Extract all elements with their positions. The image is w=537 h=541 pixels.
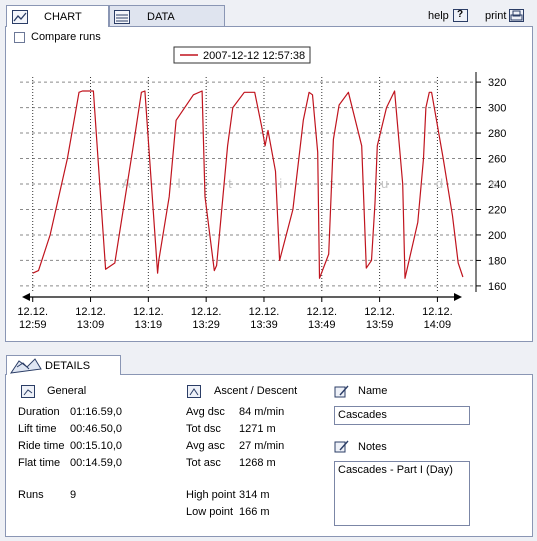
notes-title: Notes — [358, 441, 387, 453]
general-row-label: Flat time — [18, 457, 61, 469]
tab-data[interactable]: DATA — [109, 5, 225, 27]
x-tick-label-bottom: 13:29 — [192, 319, 220, 331]
ascent-row-value: 1271 m — [239, 423, 276, 435]
ascent-descent-icon — [187, 385, 201, 398]
y-tick-label: 220 — [488, 204, 506, 216]
runs-label: Runs — [18, 489, 44, 501]
x-tick-label-top: 12.12. — [75, 306, 106, 318]
x-tick-label-bottom: 13:39 — [250, 319, 278, 331]
point-row-label: High point — [186, 489, 236, 501]
altitude-chart: 16018020022024026028030032012.12.12:5912… — [17, 46, 520, 331]
name-field[interactable]: Cascades — [334, 406, 470, 425]
general-row-label: Duration — [18, 406, 60, 418]
x-tick-label-bottom: 13:09 — [77, 319, 105, 331]
tab-details-label: DETAILS — [45, 359, 91, 372]
y-tick-label: 320 — [488, 77, 506, 89]
x-tick-label-top: 12.12. — [422, 306, 453, 318]
ascent-row-label: Avg asc — [186, 440, 225, 452]
x-tick-label-bottom: 13:19 — [135, 319, 163, 331]
y-tick-label: 240 — [488, 179, 506, 191]
chart-legend: 2007-12-12 12:57:38 — [173, 46, 311, 64]
x-tick-label-top: 12.12. — [249, 306, 280, 318]
tab-details[interactable]: DETAILS — [6, 355, 121, 375]
point-row-value: 166 m — [239, 506, 270, 518]
print-link[interactable]: print — [485, 10, 507, 22]
tab-chart-label: CHART — [44, 10, 82, 23]
tab-data-label: DATA — [147, 10, 175, 23]
help-link[interactable]: help — [428, 10, 449, 22]
general-row-value: 00:14.59,0 — [70, 457, 122, 469]
chart-icon — [12, 9, 28, 24]
general-row-label: Lift time — [18, 423, 57, 435]
y-tick-label: 200 — [488, 230, 506, 242]
scroll-right-arrow[interactable] — [454, 293, 462, 301]
ascent-row-label: Tot dsc — [186, 423, 221, 435]
ascent-row-value: 84 m/min — [239, 406, 285, 418]
general-row-label: Ride time — [18, 440, 65, 452]
general-row-value: 00:46.50,0 — [70, 423, 122, 435]
x-tick-label-bottom: 14:09 — [424, 319, 452, 331]
x-tick-label-top: 12.12. — [306, 306, 337, 318]
y-tick-label: 280 — [488, 128, 506, 140]
y-tick-label: 300 — [488, 103, 506, 115]
x-tick-label-top: 12.12. — [191, 306, 222, 318]
general-row-value: 00:15.10,0 — [70, 440, 122, 452]
ascent-row-label: Avg dsc — [186, 406, 225, 418]
general-title: General — [47, 385, 87, 397]
ascent-descent-title: Ascent / Descent — [214, 385, 298, 397]
ascent-row-value: 1268 m — [239, 457, 276, 469]
name-title: Name — [358, 385, 388, 397]
x-tick-label-bottom: 12:59 — [19, 319, 47, 331]
x-tick-label-bottom: 13:49 — [308, 319, 336, 331]
x-tick-label-top: 12.12. — [17, 306, 48, 318]
legend-entry: 2007-12-12 12:57:38 — [203, 50, 305, 62]
notes-icon — [334, 440, 349, 453]
notes-field[interactable]: Cascades - Part I (Day) — [334, 461, 470, 526]
point-row-label: Low point — [186, 506, 234, 518]
ascent-row-value: 27 m/min — [239, 440, 285, 452]
y-tick-label: 180 — [488, 255, 506, 267]
table-icon — [114, 9, 130, 24]
details-icon — [9, 357, 42, 374]
y-tick-label: 260 — [488, 154, 506, 166]
point-row-value: 314 m — [239, 489, 270, 501]
chart-watermark: A l t i t u d e — [122, 176, 520, 191]
x-tick-label-top: 12.12. — [364, 306, 395, 318]
print-icon[interactable] — [509, 9, 524, 22]
compare-runs-checkbox[interactable] — [14, 32, 25, 43]
y-tick-label: 160 — [488, 281, 506, 293]
x-axis-scrollbar[interactable] — [22, 293, 462, 301]
general-row-value: 01:16.59,0 — [70, 406, 122, 418]
compare-runs-label: Compare runs — [31, 31, 101, 43]
scroll-left-arrow[interactable] — [22, 293, 30, 301]
name-icon — [334, 385, 349, 398]
runs-value: 9 — [70, 489, 77, 501]
help-icon[interactable]: ? — [453, 9, 468, 22]
x-tick-label-bottom: 13:59 — [366, 319, 394, 331]
tab-chart[interactable]: CHART — [6, 5, 109, 27]
general-icon — [21, 385, 35, 398]
ascent-row-label: Tot asc — [186, 457, 221, 469]
altitude-series-line — [32, 90, 464, 279]
x-tick-label-top: 12.12. — [133, 306, 164, 318]
